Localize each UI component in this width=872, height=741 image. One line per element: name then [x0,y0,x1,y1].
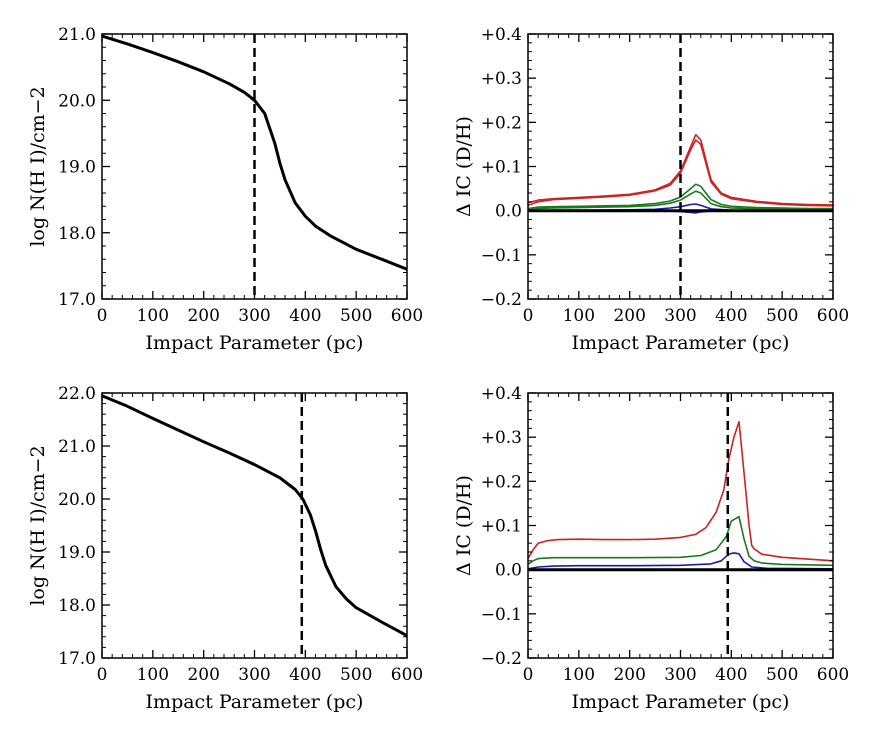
panel-bottom-left: 0 100 200 300 400 500 600 17.0 18.0 19.0 20.0 21.0 2… [27,384,423,713]
y-tick-label: +0.2 [481,113,522,133]
y-tick-label: 20.0 [58,91,96,111]
y-tick-label: +0.2 [481,472,522,492]
y-tick-label: −0.1 [481,246,522,266]
series-line-red-lower [528,139,833,207]
y-tick-label: +0.3 [481,69,522,89]
x-tick-label: 100 [563,665,595,685]
y-tick-label: 21.0 [58,25,96,45]
x-tick-label: 300 [238,665,270,685]
x-tick-label: 600 [391,665,423,685]
x-tick-label: 400 [715,306,747,326]
series-line-red-upper [528,133,833,206]
x-tick-label: 500 [340,665,372,685]
x-tick-label: 600 [817,306,849,326]
y-tick-label: 17.0 [58,649,96,669]
y-tick-label: 21.0 [58,437,96,457]
x-tick-label: 200 [187,306,219,326]
y-axis-label: log N(H I)/cm−2 [27,86,49,246]
x-tick-label: 400 [715,665,747,685]
x-tick-label: 200 [187,665,219,685]
plot-frame [527,392,834,659]
y-tick-label: +0.1 [481,517,522,537]
x-tick-label: 0 [97,665,108,685]
x-tick-label: 200 [613,306,645,326]
panel-top-left: 0 100 200 300 400 500 600 17.0 18.0 19.0 20.0 21.0 I… [27,25,423,354]
y-tick-label: +0.4 [481,25,522,45]
x-tick-label: 600 [817,665,849,685]
x-tick-label: 0 [97,306,108,326]
x-tick-label: 300 [664,306,696,326]
series-line-green-lower [528,190,833,211]
y-tick-label: 19.0 [58,543,96,563]
y-tick-label: 20.0 [58,490,96,510]
x-tick-label: 200 [613,665,645,685]
series-line-red [528,420,833,562]
y-tick-label: +0.3 [481,428,522,448]
panel-top-right: 0 100 200 300 400 500 600 −0.2 −0.1 0.0 +0.1 +0.2 +0… [453,25,849,354]
x-tick-label: 0 [523,665,534,685]
y-tick-label: 0.0 [495,561,522,581]
x-tick-label: 600 [391,306,423,326]
plot-frame [101,392,408,659]
x-tick-label: 100 [137,665,169,685]
x-tick-label: 500 [766,665,798,685]
x-tick-label: 100 [137,306,169,326]
x-tick-label: 0 [523,306,534,326]
y-tick-label: 18.0 [58,596,96,616]
series-line-log-n-h-i- [102,34,407,271]
x-axis-label: Impact Parameter (pc) [146,332,364,354]
series-line-green-upper [528,183,833,210]
x-tick-label: 100 [563,306,595,326]
x-tick-label: 300 [238,306,270,326]
y-tick-label: 0.0 [495,202,522,222]
y-tick-label: −0.2 [481,649,522,669]
x-tick-label: 300 [664,665,696,685]
x-axis-label: Impact Parameter (pc) [572,691,790,713]
x-axis-label: Impact Parameter (pc) [572,332,790,354]
y-tick-label: 19.0 [58,158,96,178]
x-tick-label: 500 [340,306,372,326]
y-tick-label: 22.0 [58,384,96,404]
series-line-blue [528,552,833,570]
y-tick-label: 17.0 [58,290,96,310]
y-tick-label: −0.1 [481,605,522,625]
y-axis-label: Δ IC (D/H) [453,116,475,217]
x-tick-label: 500 [766,306,798,326]
x-tick-label: 400 [289,665,321,685]
y-tick-label: +0.1 [481,158,522,178]
y-tick-label: +0.4 [481,384,522,404]
series-line-green [528,515,833,567]
y-axis-label: Δ IC (D/H) [453,475,475,576]
y-tick-label: −0.2 [481,290,522,310]
x-tick-label: 400 [289,306,321,326]
y-tick-label: 18.0 [58,224,96,244]
series-line-log-n-h-i- [102,394,407,638]
panel-bottom-right: 0 100 200 300 400 500 600 −0.2 −0.1 0.0 +0.1 +0.2 +0… [453,384,849,713]
x-axis-label: Impact Parameter (pc) [146,691,364,713]
y-axis-label: log N(H I)/cm−2 [27,445,49,605]
